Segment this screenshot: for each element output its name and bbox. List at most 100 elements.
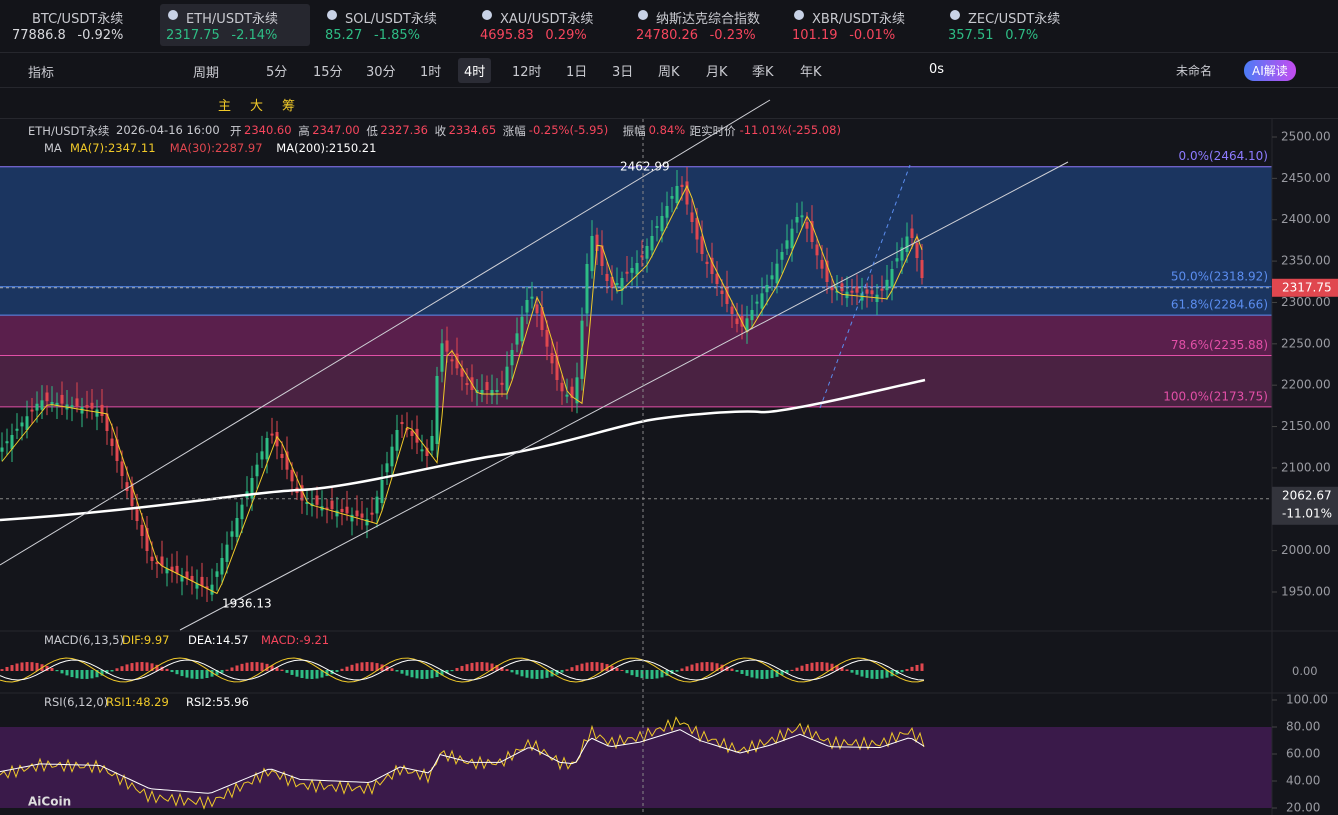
interval-button[interactable]: 月K bbox=[706, 65, 728, 80]
macd-bar bbox=[375, 663, 379, 671]
candle-body bbox=[690, 212, 694, 222]
candle-body bbox=[300, 485, 304, 501]
macd-bar bbox=[365, 662, 369, 671]
candle-body bbox=[780, 252, 784, 260]
rsi-zone bbox=[0, 727, 1272, 808]
ticker-symbol[interactable]: ETH/USDT永续 bbox=[186, 12, 279, 27]
candle-body bbox=[805, 221, 809, 229]
macd-bar bbox=[755, 670, 759, 679]
macd-bar bbox=[585, 662, 589, 671]
ticker-symbol[interactable]: BTC/USDT永续 bbox=[32, 12, 124, 27]
macd-bar bbox=[130, 663, 134, 671]
channel-line bbox=[0, 99, 771, 566]
candle-body bbox=[325, 507, 329, 510]
candle-body bbox=[240, 504, 244, 520]
macd-bar bbox=[200, 670, 204, 679]
fib-zone bbox=[0, 315, 1272, 356]
fib-label: 61.8%(2284.66) bbox=[1171, 298, 1268, 312]
candle-body bbox=[130, 483, 134, 506]
macd-bar bbox=[445, 670, 449, 674]
interval-button[interactable]: 5分 bbox=[266, 65, 288, 80]
rsi-tick-label: 100.00 bbox=[1286, 693, 1328, 707]
ticker-symbol[interactable]: XBR/USDT永续 bbox=[812, 12, 905, 27]
macd-bar bbox=[805, 663, 809, 671]
fib-label: 78.6%(2235.88) bbox=[1171, 338, 1268, 352]
macd-bar bbox=[230, 667, 234, 671]
macd-bar bbox=[610, 665, 614, 671]
interval-button[interactable]: 3日 bbox=[612, 65, 634, 80]
candle-body bbox=[115, 439, 119, 461]
candle-body bbox=[250, 478, 254, 499]
candle-body bbox=[420, 449, 424, 452]
macd-bar bbox=[135, 662, 139, 671]
candle-body bbox=[290, 469, 294, 482]
macd-bar bbox=[195, 670, 199, 679]
draw-tool[interactable]: 筹 bbox=[282, 99, 296, 114]
macd-bar bbox=[500, 666, 504, 671]
macd-bar bbox=[95, 670, 99, 678]
draw-tool[interactable]: 主 bbox=[218, 99, 232, 114]
draw-tool[interactable]: 大 bbox=[250, 99, 264, 114]
macd-bar bbox=[440, 670, 444, 676]
toolbar bbox=[0, 53, 1338, 88]
interval-button[interactable]: 季K bbox=[752, 65, 774, 80]
price-tick-label: 2500.00 bbox=[1281, 130, 1331, 144]
candle-body bbox=[455, 353, 459, 369]
interval-button[interactable]: 12时 bbox=[512, 65, 542, 80]
macd-bar bbox=[620, 669, 624, 671]
ticker-symbol[interactable]: XAU/USDT永续 bbox=[500, 12, 594, 27]
macd-bar bbox=[25, 662, 29, 671]
macd-bar bbox=[790, 669, 794, 671]
macd-bar bbox=[485, 662, 489, 671]
macd-bar bbox=[555, 670, 559, 675]
ai-button[interactable]: AI解读 bbox=[1244, 60, 1296, 81]
candle-body bbox=[155, 562, 159, 565]
macd-bar bbox=[795, 667, 799, 671]
macd-bar bbox=[575, 665, 579, 671]
ticker-symbol[interactable]: SOL/USDT永续 bbox=[345, 12, 437, 27]
ticker-price: 101.19 bbox=[792, 28, 838, 43]
macd-bar bbox=[775, 670, 779, 677]
ticker-symbol[interactable]: ZEC/USDT永续 bbox=[968, 12, 1061, 27]
macd-bar bbox=[340, 668, 344, 671]
interval-button[interactable]: 1时 bbox=[420, 65, 442, 80]
interval-button[interactable]: 4时 bbox=[458, 58, 492, 83]
macd-bar bbox=[400, 670, 404, 674]
candle-body bbox=[395, 430, 399, 451]
price-tick-label: 2000.00 bbox=[1281, 543, 1331, 557]
candle-body bbox=[900, 247, 904, 261]
candle-body bbox=[795, 217, 799, 223]
macd-bar bbox=[595, 662, 599, 671]
macd-bar bbox=[695, 663, 699, 671]
info-time: 2026-04-16 16:00 bbox=[116, 123, 220, 137]
macd-bar bbox=[275, 667, 279, 671]
interval-button[interactable]: 年K bbox=[800, 65, 822, 80]
macd-bar bbox=[815, 662, 819, 671]
interval-button[interactable]: 1日 bbox=[566, 65, 588, 80]
period-button[interactable]: 周期 bbox=[193, 66, 220, 81]
ticker-active-bg[interactable] bbox=[160, 4, 310, 46]
ticker-price: 4695.83 bbox=[480, 28, 534, 43]
indicator-button[interactable]: 指标 bbox=[28, 66, 55, 81]
price-tick-label: 1950.00 bbox=[1281, 585, 1331, 599]
macd-bar bbox=[525, 670, 529, 678]
macd-bar bbox=[615, 667, 619, 671]
macd-bar bbox=[875, 670, 879, 679]
layout-name[interactable]: 未命名 bbox=[1176, 64, 1213, 78]
candle-body bbox=[720, 290, 724, 294]
candle-body bbox=[190, 575, 194, 581]
interval-button[interactable]: 30分 bbox=[366, 65, 396, 80]
price-tick-label: 2450.00 bbox=[1281, 171, 1331, 185]
interval-button[interactable]: 15分 bbox=[313, 65, 343, 80]
candle-body bbox=[385, 463, 389, 473]
candle-body bbox=[595, 234, 599, 251]
macd-bar bbox=[540, 670, 544, 679]
candle-body bbox=[135, 509, 139, 521]
candle-body bbox=[355, 510, 359, 517]
ticker-symbol[interactable]: 纳斯达克综合指数 bbox=[656, 12, 761, 27]
macd-bar bbox=[390, 668, 394, 671]
macd-bar bbox=[750, 670, 754, 678]
candle-body bbox=[545, 329, 549, 347]
candle-body bbox=[210, 584, 214, 595]
interval-button[interactable]: 周K bbox=[658, 65, 680, 80]
